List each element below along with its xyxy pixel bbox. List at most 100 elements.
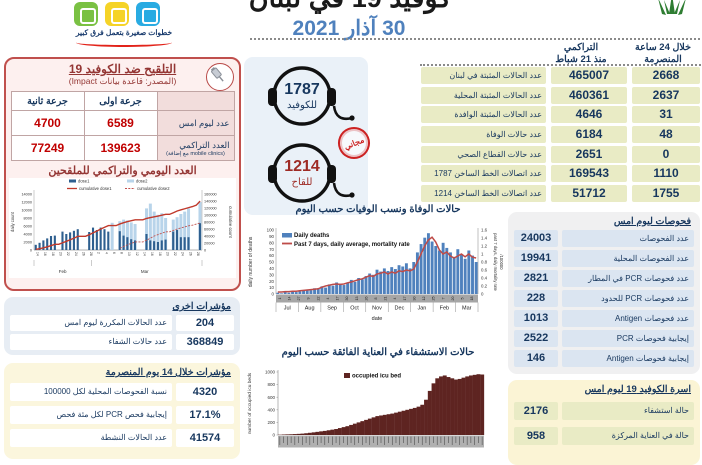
vaccination-panel: التلقيح ضد الكوفيد 19 (المصدر: قاعدة بيا… [4,57,241,291]
svg-text:80000: 80000 [204,220,215,224]
svg-text:600: 600 [267,395,275,400]
svg-text:6000: 6000 [24,224,32,228]
syringe-icon [206,63,234,91]
indicator-row: إيجابية فحص PCR لكل مئة فحص 17.1% [10,406,234,424]
test-value: 2522 [514,330,558,347]
summary-table-row: عدد حالات الوفاة 6184 48 [421,126,702,143]
other-indicators-title: مؤشرات اخرى [4,297,240,314]
svg-text:Feb: Feb [440,306,449,312]
beds-value: 2176 [514,402,558,420]
test-label: عدد فحوصات PCR للحدود [562,290,694,307]
svg-text:28: 28 [196,252,200,256]
svg-text:1: 1 [481,252,484,257]
svg-text:1.4: 1.4 [481,236,488,241]
last-24h-value: 2637 [632,87,700,104]
test-label: إيجابية فحوصات Antigen [562,350,694,367]
svg-text:100: 100 [267,228,275,233]
svg-text:10000: 10000 [21,208,32,212]
yesterday-dose2-value: 4700 [11,111,84,136]
cumulative-value: 465007 [551,67,627,84]
empty-header-cell [157,92,234,111]
row-label: عدد اتصالات الخط الساخن 1214 [421,185,546,202]
svg-text:Jan: Jan [417,306,426,312]
svg-text:0.6: 0.6 [481,268,488,273]
svg-text:22: 22 [66,252,70,256]
indicator-value: 17.1% [176,406,234,424]
vaccination-source: (المصدر: قاعدة بيانات Impact) [6,76,239,87]
svg-text:10: 10 [127,252,131,256]
deaths-chart-title: حالات الوفاة ونسب الوفيات حسب اليوم [248,204,508,215]
svg-text:17: 17 [336,297,340,301]
indicator-label: عدد حالات الشفاء [10,334,172,350]
svg-text:14: 14 [143,252,147,256]
tests-row: 24003 عدد الفحوصات [514,230,694,247]
svg-text:26: 26 [81,252,85,256]
svg-text:4: 4 [393,298,397,300]
svg-text:Past 7 days, daily average, mo: Past 7 days, daily average, mortality ra… [294,242,410,248]
indicator-row: نسبة الفحوصات المحلية لكل 100000 4320 [10,383,234,401]
svg-text:7: 7 [441,298,445,300]
svg-text:60000: 60000 [204,227,215,231]
vaccination-chart: 0200040006000800010000120001400002000040… [9,178,236,278]
svg-text:20: 20 [165,252,169,256]
svg-text:past 7 days, daily mortality r: past 7 days, daily mortality rate [493,233,498,291]
svg-text:14: 14 [36,252,40,256]
svg-text:date: date [372,316,383,322]
mobile-clinics-note: (مع إضافة mobile clinics) [162,151,230,157]
cumulative-dose2-value: 77249 [11,136,84,161]
svg-text:daily count: daily count [10,211,15,232]
row-label: عدد الحالات المثبتة المحلية [421,87,546,104]
svg-text:cumulative dose1: cumulative dose1 [79,186,112,191]
tests-row: 1013 عدد فحوصات Antigen [514,310,694,327]
yesterday-row-label: عدد ليوم امس [157,111,234,136]
beds-panel: اسرة الكوفيد 19 ليوم امس 2176 حالة استشف… [508,380,700,465]
row-label: عدد اتصالات الخط الساخن 1787 [421,165,546,182]
yesterday-dose1-value: 6589 [84,111,157,136]
svg-text:0: 0 [272,433,275,438]
svg-text:0: 0 [30,248,32,252]
report-title: كوفيد 19 في لبنان [150,0,550,16]
test-value: 19941 [514,250,558,267]
svg-text:20: 20 [269,279,274,284]
svg-text:Daily deaths: Daily deaths [294,233,330,239]
svg-text:daily number of deaths: daily number of deaths [248,236,254,287]
svg-text:dose1: dose1 [78,179,90,184]
svg-text:0.2: 0.2 [481,284,488,289]
svg-text:28: 28 [89,252,93,256]
last-24h-value: 1755 [632,185,700,202]
svg-text:40: 40 [269,266,274,271]
svg-text:للقاح: للقاح [292,177,313,188]
svg-text:Feb: Feb [59,269,67,274]
test-value: 2821 [514,270,558,287]
svg-text:للكوفيد: للكوفيد [287,100,317,111]
dotted-separator-top [250,38,700,40]
indicator-value: 204 [176,315,234,331]
indicator-value: 4320 [176,383,234,401]
test-value: 24003 [514,230,558,247]
headset-vaccine-icon: 1214 للقاح [252,137,364,213]
indicator-row: عدد الحالات النشطة 41574 [10,429,234,447]
svg-text:12: 12 [135,252,139,256]
indicator-value: 368849 [176,334,234,350]
svg-text:9: 9 [307,298,311,300]
svg-text:18: 18 [51,252,55,256]
indicators-14d-title: مؤشرات خلال 14 يوم المنصرمة [4,363,240,380]
row-label: عدد حالات القطاع الصحي [421,146,546,163]
beds-panel-title: اسرة الكوفيد 19 ليوم امس [508,380,700,397]
svg-text:13: 13 [355,297,359,301]
last-24h-value: 2668 [632,67,700,84]
deaths-chart: 010203040506070809010000.20.40.60.811.21… [244,216,512,328]
cumulative-value: 6184 [551,126,627,143]
svg-text:number of occupied icu beds: number of occupied icu beds [247,372,253,434]
beds-value: 958 [514,427,558,445]
svg-text:1.2: 1.2 [481,244,488,249]
svg-text:cumulative dose2: cumulative dose2 [137,186,170,191]
last-24h-value: 31 [632,106,700,123]
row-label: عدد الحالات المثبتة في لبنان [421,67,546,84]
tests-row: 2522 إيجابية فحوصات PCR [514,330,694,347]
beds-label: حالة استشفاء [562,402,694,420]
test-label: عدد الفحوصات [562,230,694,247]
summary-table-row: عدد اتصالات الخط الساخن 1787 169543 1110 [421,165,702,182]
svg-text:12: 12 [422,297,426,301]
